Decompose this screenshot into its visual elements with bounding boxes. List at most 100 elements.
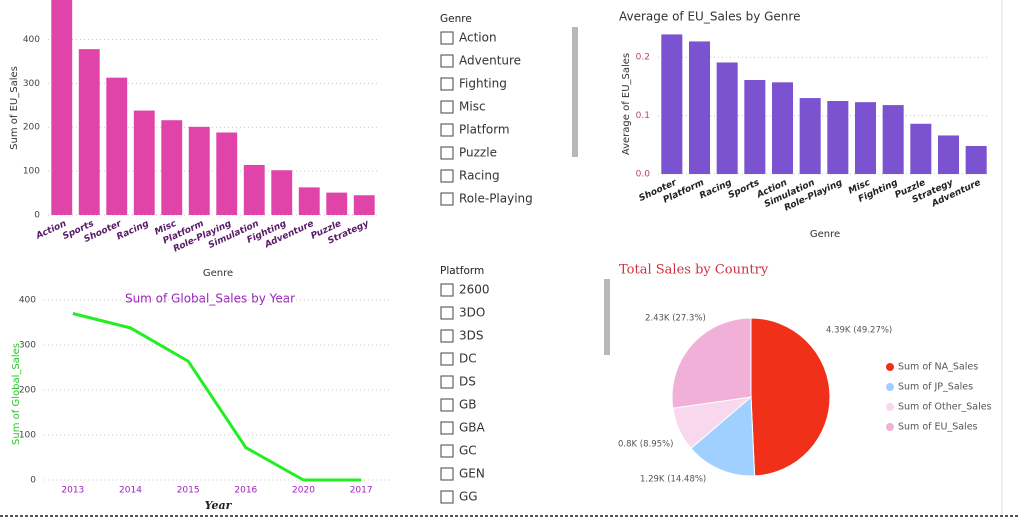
slicer-checkbox[interactable] xyxy=(440,54,454,68)
legend-label: Sum of EU_Sales xyxy=(898,422,978,433)
slicer-item[interactable]: Platform xyxy=(459,123,510,137)
slicer-checkbox[interactable] xyxy=(440,306,454,320)
slicer-checkbox[interactable] xyxy=(440,467,454,481)
y-axis-label: Sum of EU_Sales xyxy=(9,66,20,150)
chart-title: Average of EU_Sales by Genre xyxy=(619,10,800,24)
slicer-checkbox[interactable] xyxy=(440,490,454,504)
bar xyxy=(965,145,987,174)
slicer-checkbox[interactable] xyxy=(440,444,454,458)
data-label: 1.29K (14.48%) xyxy=(640,475,706,485)
legend-label: Sum of NA_Sales xyxy=(898,362,978,373)
y-axis-label: Average of EU_Sales xyxy=(621,53,632,155)
bar xyxy=(243,164,265,215)
y-tick-label: 0.0 xyxy=(636,170,651,180)
y-axis-label: Sum of Global_Sales xyxy=(11,343,22,445)
slicer-checkbox[interactable] xyxy=(440,169,454,183)
x-tick-label: 2016 xyxy=(234,486,257,496)
x-axis-label: Genre xyxy=(810,229,840,240)
data-label: 4.39K (49.27%) xyxy=(826,326,892,336)
slicer-item[interactable]: Fighting xyxy=(459,77,507,91)
x-tick-label: 2017 xyxy=(350,486,373,496)
x-tick-label: 2015 xyxy=(177,486,200,496)
slicer-item[interactable]: GG xyxy=(459,490,478,504)
bar xyxy=(161,120,183,215)
chart-title: Sum of Global_Sales by Year xyxy=(125,292,295,306)
bar xyxy=(326,192,348,215)
slicer-item[interactable]: GBA xyxy=(459,421,486,435)
bar xyxy=(910,123,932,174)
legend-marker xyxy=(886,383,894,391)
slicer-item[interactable]: GEN xyxy=(459,467,485,481)
x-axis-label: Year xyxy=(205,499,233,512)
slicer-item[interactable]: Racing xyxy=(459,169,500,183)
slicer-item[interactable]: Role-Playing xyxy=(459,192,533,206)
slicer-checkbox[interactable] xyxy=(440,123,454,137)
slicer-item[interactable]: 3DS xyxy=(459,329,484,343)
slicer-item[interactable]: 2600 xyxy=(459,283,490,297)
slicer-checkbox[interactable] xyxy=(440,421,454,435)
slicer-item[interactable]: Adventure xyxy=(459,54,521,68)
slicer-checkbox[interactable] xyxy=(440,192,454,206)
y-tick-label: 0.1 xyxy=(636,111,650,121)
slicer-item[interactable]: Puzzle xyxy=(459,146,497,160)
bar xyxy=(937,135,960,174)
slicer-item[interactable]: GB xyxy=(459,398,477,412)
scrollbar[interactable] xyxy=(604,279,610,355)
slicer-checkbox[interactable] xyxy=(440,375,454,389)
bar xyxy=(106,77,128,215)
legend-label: Sum of Other_Sales xyxy=(898,402,992,413)
pie-slice xyxy=(690,395,756,477)
bar xyxy=(716,62,738,174)
pie-slice xyxy=(750,317,831,477)
slicer-checkbox[interactable] xyxy=(440,329,454,343)
bar xyxy=(188,126,210,215)
y-tick-label: 200 xyxy=(19,386,36,396)
slicer-item[interactable]: 3DO xyxy=(459,306,485,320)
slicer-item[interactable]: DS xyxy=(459,375,476,389)
bar xyxy=(827,101,849,174)
bar xyxy=(133,110,155,215)
y-tick-label: 300 xyxy=(23,79,40,89)
slicer-checkbox[interactable] xyxy=(440,100,454,114)
y-tick-label: 100 xyxy=(19,431,36,441)
y-tick-label: 0 xyxy=(34,211,40,221)
bar xyxy=(271,170,293,215)
slicer-item[interactable]: Action xyxy=(459,31,497,45)
bar xyxy=(661,34,683,175)
slicer-checkbox[interactable] xyxy=(440,31,454,45)
y-tick-label: 200 xyxy=(23,123,40,133)
x-tick-label: 2013 xyxy=(61,486,84,496)
pie-slice xyxy=(671,317,752,409)
y-tick-label: 300 xyxy=(19,341,36,351)
bar xyxy=(353,195,375,215)
x-tick-label: Racing xyxy=(115,219,151,243)
slicer-title: Platform xyxy=(440,265,484,277)
slicer-item[interactable]: Misc xyxy=(459,100,486,114)
y-tick-label: 400 xyxy=(19,296,36,306)
bar xyxy=(298,187,320,215)
slicer-checkbox[interactable] xyxy=(440,398,454,412)
legend-marker xyxy=(886,363,894,371)
chart-title: Total Sales by Country xyxy=(619,263,769,278)
slicer-checkbox[interactable] xyxy=(440,146,454,160)
slicer-checkbox[interactable] xyxy=(440,283,454,297)
bar xyxy=(744,79,766,174)
y-tick-label: 100 xyxy=(23,167,40,177)
data-label: 2.43K (27.3%) xyxy=(645,314,706,324)
slicer-item[interactable]: GC xyxy=(459,444,477,458)
slicer-checkbox[interactable] xyxy=(440,77,454,91)
bar xyxy=(216,132,238,215)
x-tick-label: 2014 xyxy=(119,486,142,496)
x-axis-label: Genre xyxy=(203,268,233,279)
slicer-title: Genre xyxy=(440,13,472,25)
y-tick-label: 400 xyxy=(23,35,40,45)
slicer-item[interactable]: DC xyxy=(459,352,477,366)
scrollbar[interactable] xyxy=(572,27,578,157)
bar xyxy=(51,0,73,215)
x-tick-label: Sports xyxy=(727,178,762,201)
line xyxy=(72,312,362,482)
x-tick-label: 2020 xyxy=(292,486,315,496)
legend-label: Sum of JP_Sales xyxy=(898,382,973,393)
slicer-checkbox[interactable] xyxy=(440,352,454,366)
